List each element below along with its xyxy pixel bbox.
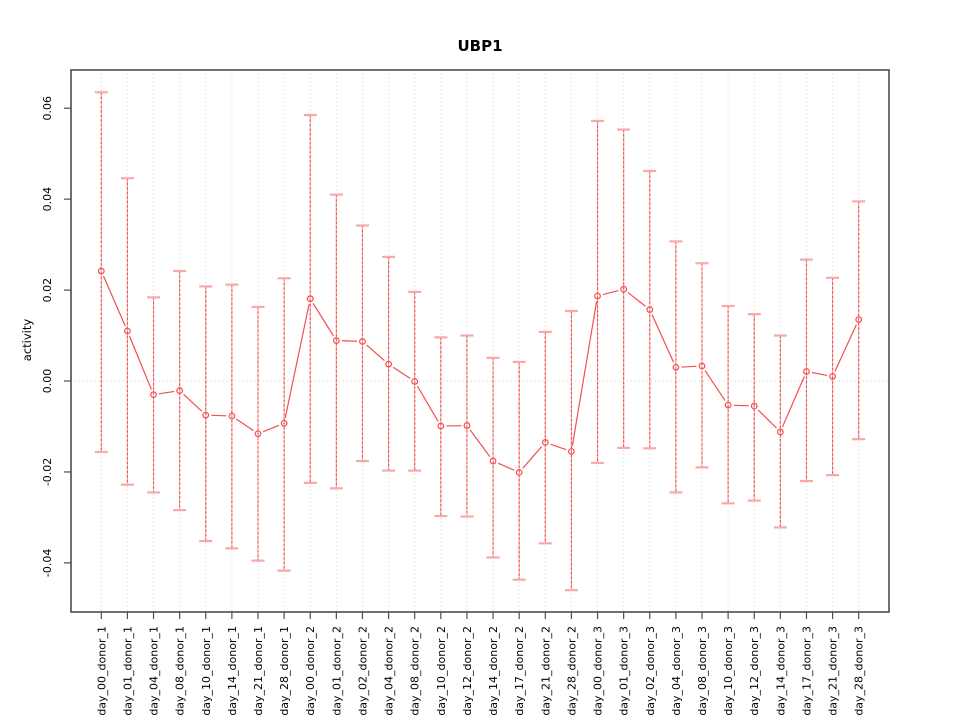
data-point [829,373,836,380]
data-point [97,267,105,275]
x-tick-label: day_10_donor_2 [435,626,448,716]
x-tick-label: day_12_donor_3 [748,626,761,716]
series-segment [211,414,227,417]
data-point [489,457,497,465]
series-segment [341,340,357,342]
chart-title: UBP1 [457,37,503,55]
x-tick-label: day_01_donor_2 [330,626,343,716]
x-tick-label: day_04_donor_2 [383,626,396,716]
series-segment [416,385,439,422]
data-point [150,391,157,399]
data-point [776,428,784,436]
y-tick-label: 0.00 [41,369,54,394]
x-tick-label: day_14_donor_1 [226,626,239,716]
series-segment [102,275,126,327]
x-tick-label: day_01_donor_1 [121,626,134,716]
data-point [228,412,236,420]
series-segment [627,292,646,307]
series-segment [284,303,310,419]
y-tick-label: -0.02 [41,458,54,486]
x-tick-label: day_14_donor_3 [774,626,787,716]
x-tick-label: day_08_donor_1 [174,626,187,716]
data-point [672,363,680,371]
x-tick-label: day_00_donor_1 [95,626,108,716]
x-tick-label: day_10_donor_3 [722,626,735,716]
series-segment [757,409,777,429]
x-tick-label: day_08_donor_3 [696,626,709,716]
data-point [750,402,758,410]
x-tick-label: day_28_donor_3 [853,626,866,716]
series-segment [262,424,280,433]
x-tick-label: day_04_donor_1 [148,626,161,716]
x-tick-label: day_02_donor_2 [356,626,369,716]
data-point [724,401,732,409]
x-tick-label: day_21_donor_1 [252,626,265,716]
series-segment [704,370,726,401]
series-segment [469,429,491,457]
y-tick-label: 0.06 [41,96,54,121]
data-point [855,316,863,324]
x-tick-label: day_14_donor_2 [487,626,500,716]
series-segment [236,418,254,432]
x-tick-label: day_02_donor_3 [644,626,657,716]
series-segment [733,404,749,407]
x-tick-label: day_12_donor_2 [461,626,474,716]
data-point [385,360,392,368]
data-point [463,422,471,429]
series-segment [497,462,515,471]
x-tick-label: day_21_donor_3 [827,626,840,716]
x-tick-label: day_04_donor_3 [670,626,683,716]
series-segment [158,390,175,395]
x-tick-label: day_00_donor_2 [304,626,317,716]
data-point [515,469,523,476]
series-segment [834,324,857,372]
series-segment [183,393,203,412]
x-tick-label: day_00_donor_3 [592,626,605,716]
data-point [541,438,549,446]
x-tick-label: day_08_donor_2 [409,626,422,716]
y-tick-label: 0.02 [41,278,54,303]
series-segment [550,443,567,451]
data-point [437,422,445,430]
x-tick-label: day_28_donor_2 [565,626,578,716]
series-segment [781,376,805,428]
x-tick-label: day_28_donor_1 [278,626,291,716]
series-segment [681,365,697,368]
data-point [568,448,575,455]
x-tick-label: day_17_donor_2 [513,626,526,716]
series-segment [811,371,828,377]
y-tick-label: -0.04 [41,549,54,577]
series-segment [522,446,543,469]
x-tick-label: day_17_donor_3 [800,626,813,716]
data-point [803,368,810,375]
data-point [176,387,184,394]
x-tick-label: day_10_donor_1 [200,626,213,716]
series-segment [128,335,152,390]
data-point [698,362,706,370]
x-tick-label: day_21_donor_2 [539,626,552,716]
data-point [646,306,654,314]
series-segment [602,289,619,296]
y-tick-label: 0.04 [41,187,54,212]
data-point [280,419,288,427]
data-point [620,285,628,293]
series-segment [651,314,675,363]
data-point [332,337,340,344]
x-tick-label: day_01_donor_3 [618,626,631,716]
data-point [202,411,210,419]
series-segment [571,301,598,447]
data-point [124,327,131,335]
data-point [359,338,366,345]
data-point [306,295,314,303]
series-segment [312,303,334,337]
data-point [254,430,262,438]
series-segment [392,366,411,379]
data-point [594,292,601,300]
data-point [411,378,419,385]
series-segment [366,344,385,362]
plot-border [70,69,890,613]
